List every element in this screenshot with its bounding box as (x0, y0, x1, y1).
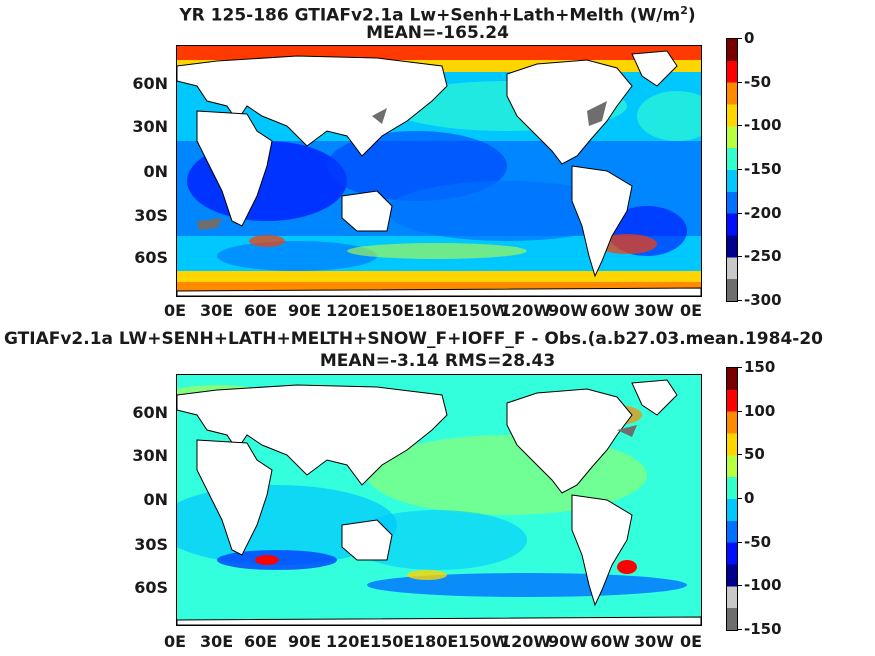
panel-2-title: GTIAFv2.1a LW+SENH+LATH+MELTH+SNOW_F+IOF… (4, 329, 823, 349)
lat-label-60s: 60S (134, 248, 168, 267)
lat-label-30s: 30S (134, 535, 168, 554)
panel-1-colorbar (726, 38, 738, 302)
lon-label: 60W (590, 632, 630, 651)
lon-label: 30E (200, 632, 234, 651)
panel-2-stats: MEAN=-3.14 RMS=28.43 (319, 351, 556, 371)
lat-label-30n: 30N (132, 446, 168, 465)
colorbar-tick-label: -200 (744, 203, 782, 222)
lon-label: 90W (548, 301, 588, 320)
lat-label-60s: 60S (134, 578, 168, 597)
colorbar-tick-mark (737, 300, 742, 301)
colorbar-tick-label: -50 (744, 532, 772, 551)
colorbar-tick-mark (737, 256, 742, 258)
panel-1-title: YR 125-186 GTIAFv2.1a Lw+Senh+Lath+Melth… (179, 4, 696, 26)
colorbar-tick-mark (737, 629, 742, 630)
colorbar-tick-mark (737, 367, 742, 368)
colorbar-tick-label: -300 (744, 291, 782, 309)
colorbar-tick-label: -50 (744, 72, 772, 91)
colorbar-tick-mark (737, 38, 742, 39)
lat-label-0n: 0N (143, 162, 168, 181)
lon-label: 30W (634, 301, 674, 320)
lon-label: 30E (200, 301, 234, 320)
colorbar-tick-mark (737, 541, 742, 543)
panel-2-map (176, 374, 702, 626)
lat-label-60n: 60N (132, 403, 168, 422)
lon-label: 120W (500, 301, 552, 320)
lat-label-0n: 0N (143, 490, 168, 509)
panel-1-map (176, 45, 702, 297)
panel-2-colorbar (726, 367, 738, 631)
colorbar-tick-label: 100 (744, 401, 776, 420)
lon-label: 0E (680, 632, 703, 651)
colorbar-tick-label: -150 (744, 620, 782, 638)
colorbar-tick-label: 0 (744, 489, 755, 507)
lon-label: 120E (326, 632, 371, 651)
lon-label: 120E (326, 301, 371, 320)
colorbar-tick-label: -150 (744, 160, 782, 178)
lon-label: 150E (370, 301, 415, 320)
colorbar-tick-mark (737, 454, 742, 456)
colorbar-tick-mark (737, 169, 742, 170)
lon-label: 150W (458, 301, 510, 320)
lon-label: 60W (590, 301, 630, 320)
colorbar-tick-mark (737, 410, 742, 412)
colorbar-tick-mark (737, 81, 742, 83)
lon-label: 90W (548, 632, 588, 651)
colorbar-tick-label: -100 (744, 116, 782, 135)
colorbar-tick-label: 50 (744, 445, 765, 464)
lon-label: 0E (680, 301, 703, 320)
colorbar-tick-mark (737, 585, 742, 587)
lon-label: 150W (458, 632, 510, 651)
colorbar-tick-label: -100 (744, 576, 782, 595)
lon-label: 90E (288, 632, 322, 651)
lat-label-60n: 60N (132, 74, 168, 93)
lon-label: 180E (414, 301, 459, 320)
lat-label-30n: 30N (132, 117, 168, 136)
lon-label: 180E (414, 632, 459, 651)
colorbar-tick-label: 0 (744, 29, 755, 47)
lon-label: 0E (164, 301, 187, 320)
lon-label: 120W (500, 632, 552, 651)
panel-1-mean: MEAN=-165.24 (366, 23, 509, 43)
lon-label: 60E (244, 632, 278, 651)
lon-label: 90E (288, 301, 322, 320)
lon-label: 150E (370, 632, 415, 651)
colorbar-tick-label: 150 (744, 358, 776, 376)
colorbar-tick-mark (737, 498, 742, 499)
lon-label: 60E (244, 301, 278, 320)
colorbar-tick-label: -250 (744, 247, 782, 266)
lon-label: 0E (164, 632, 187, 651)
lat-label-30s: 30S (134, 206, 168, 225)
colorbar-tick-mark (737, 125, 742, 127)
lon-label: 30W (634, 632, 674, 651)
colorbar-tick-mark (737, 212, 742, 214)
